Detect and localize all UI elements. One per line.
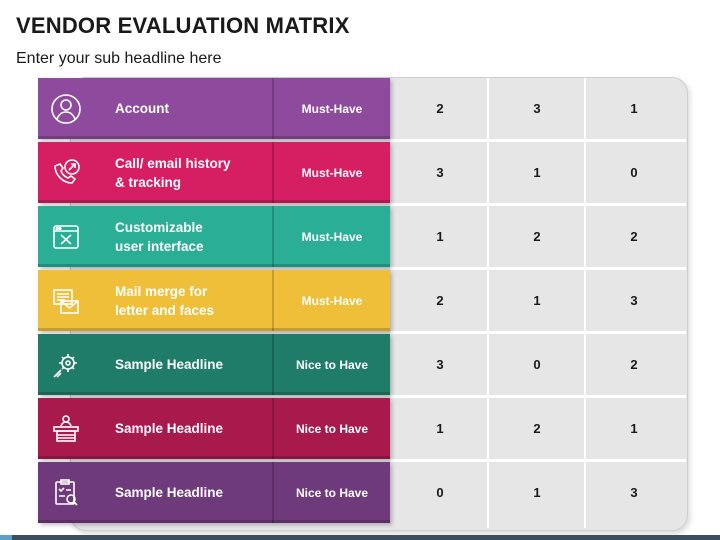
icon-box (38, 206, 94, 267)
score-cell: 2 (533, 229, 541, 244)
matrix-row: Call/ email history & tracking Must-Have… (38, 142, 686, 203)
score-cell: 0 (533, 357, 541, 372)
row-divider (390, 267, 686, 270)
row-label: Account (115, 101, 169, 116)
mail-icon (53, 288, 79, 314)
score-cell: 0 (630, 165, 638, 180)
score-cell: 2 (436, 293, 444, 308)
score-cell: 1 (436, 421, 444, 436)
separator (272, 462, 274, 523)
row-band: Mail merge for letter and faces Must-Hav… (38, 270, 390, 331)
user-icon (51, 93, 81, 124)
score-cell: 3 (533, 101, 541, 116)
band-edge (38, 392, 390, 395)
score-cell: 1 (533, 293, 541, 308)
separator (272, 142, 274, 203)
band-edge (38, 136, 390, 139)
row-label: Sample Headline (115, 421, 224, 436)
priority-label: Must-Have (301, 165, 363, 180)
row-label: Customizable user interface (115, 219, 204, 254)
score-cell: 2 (630, 229, 638, 244)
footer-bar (0, 535, 720, 540)
separator (272, 206, 274, 267)
page-subtitle: Enter your sub headline here (16, 50, 222, 67)
score-cell: 2 (436, 101, 444, 116)
icon-box (38, 334, 94, 395)
score-cell: 2 (533, 421, 541, 436)
settings-icon (53, 353, 77, 378)
row-divider (390, 139, 686, 142)
score-cell: 0 (436, 485, 444, 500)
matrix-row: Sample Headline Nice to Have 0 1 3 (38, 462, 686, 523)
matrix-row: Account Must-Have 2 3 1 (38, 78, 686, 139)
row-band: Account Must-Have (38, 78, 390, 139)
score-cell: 2 (630, 357, 638, 372)
page-title: VENDOR EVALUATION MATRIX (16, 13, 350, 38)
band-edge (38, 520, 390, 523)
phone-call-icon (54, 158, 80, 184)
score-cell: 3 (436, 357, 444, 372)
row-label: Sample Headline (115, 357, 224, 372)
column-divider (584, 78, 586, 528)
row-band: Sample Headline Nice to Have (38, 398, 390, 459)
icon-box (38, 270, 94, 331)
priority-label: Must-Have (301, 293, 363, 308)
row-band: Sample Headline Nice to Have (38, 462, 390, 523)
score-cell: 1 (436, 229, 444, 244)
column-divider (487, 78, 489, 528)
separator (272, 270, 274, 331)
row-label: Sample Headline (115, 485, 224, 500)
row-divider (390, 395, 686, 398)
row-label: Mail merge for letter and faces (115, 283, 215, 318)
row-band: Sample Headline Nice to Have (38, 334, 390, 395)
desk-icon (53, 414, 79, 442)
row-divider (390, 459, 686, 462)
priority-label: Nice to Have (295, 421, 369, 436)
priority-label: Nice to Have (295, 485, 369, 500)
matrix-row: Customizable user interface Must-Have 1 … (38, 206, 686, 267)
separator (272, 78, 274, 139)
score-cell: 1 (533, 165, 541, 180)
score-cell: 1 (533, 485, 541, 500)
icon-box (38, 78, 94, 139)
score-cell: 3 (630, 485, 638, 500)
footer-accent (0, 535, 12, 540)
score-cell: 3 (630, 293, 638, 308)
row-band: Customizable user interface Must-Have (38, 206, 390, 267)
priority-label: Must-Have (301, 229, 363, 244)
band-edge (38, 200, 390, 203)
icon-box (38, 398, 94, 459)
row-band: Call/ email history & tracking Must-Have (38, 142, 390, 203)
row-divider (390, 331, 686, 334)
score-cell: 1 (630, 421, 638, 436)
browser-window-icon (53, 224, 79, 249)
band-edge (38, 264, 390, 267)
band-edge (38, 328, 390, 331)
separator (272, 398, 274, 459)
matrix-row: Sample Headline Nice to Have 3 0 2 (38, 334, 686, 395)
priority-label: Nice to Have (295, 357, 369, 372)
score-cell: 3 (436, 165, 444, 180)
icon-box (38, 462, 94, 523)
matrix-row: Sample Headline Nice to Have 1 2 1 (38, 398, 686, 459)
separator (272, 334, 274, 395)
band-edge (38, 456, 390, 459)
row-label: Call/ email history & tracking (115, 155, 231, 190)
checklist-icon (55, 478, 78, 506)
priority-label: Must-Have (301, 101, 363, 116)
icon-box (38, 142, 94, 203)
row-divider (390, 203, 686, 206)
score-cell: 1 (630, 101, 638, 116)
matrix-row: Mail merge for letter and faces Must-Hav… (38, 270, 686, 331)
